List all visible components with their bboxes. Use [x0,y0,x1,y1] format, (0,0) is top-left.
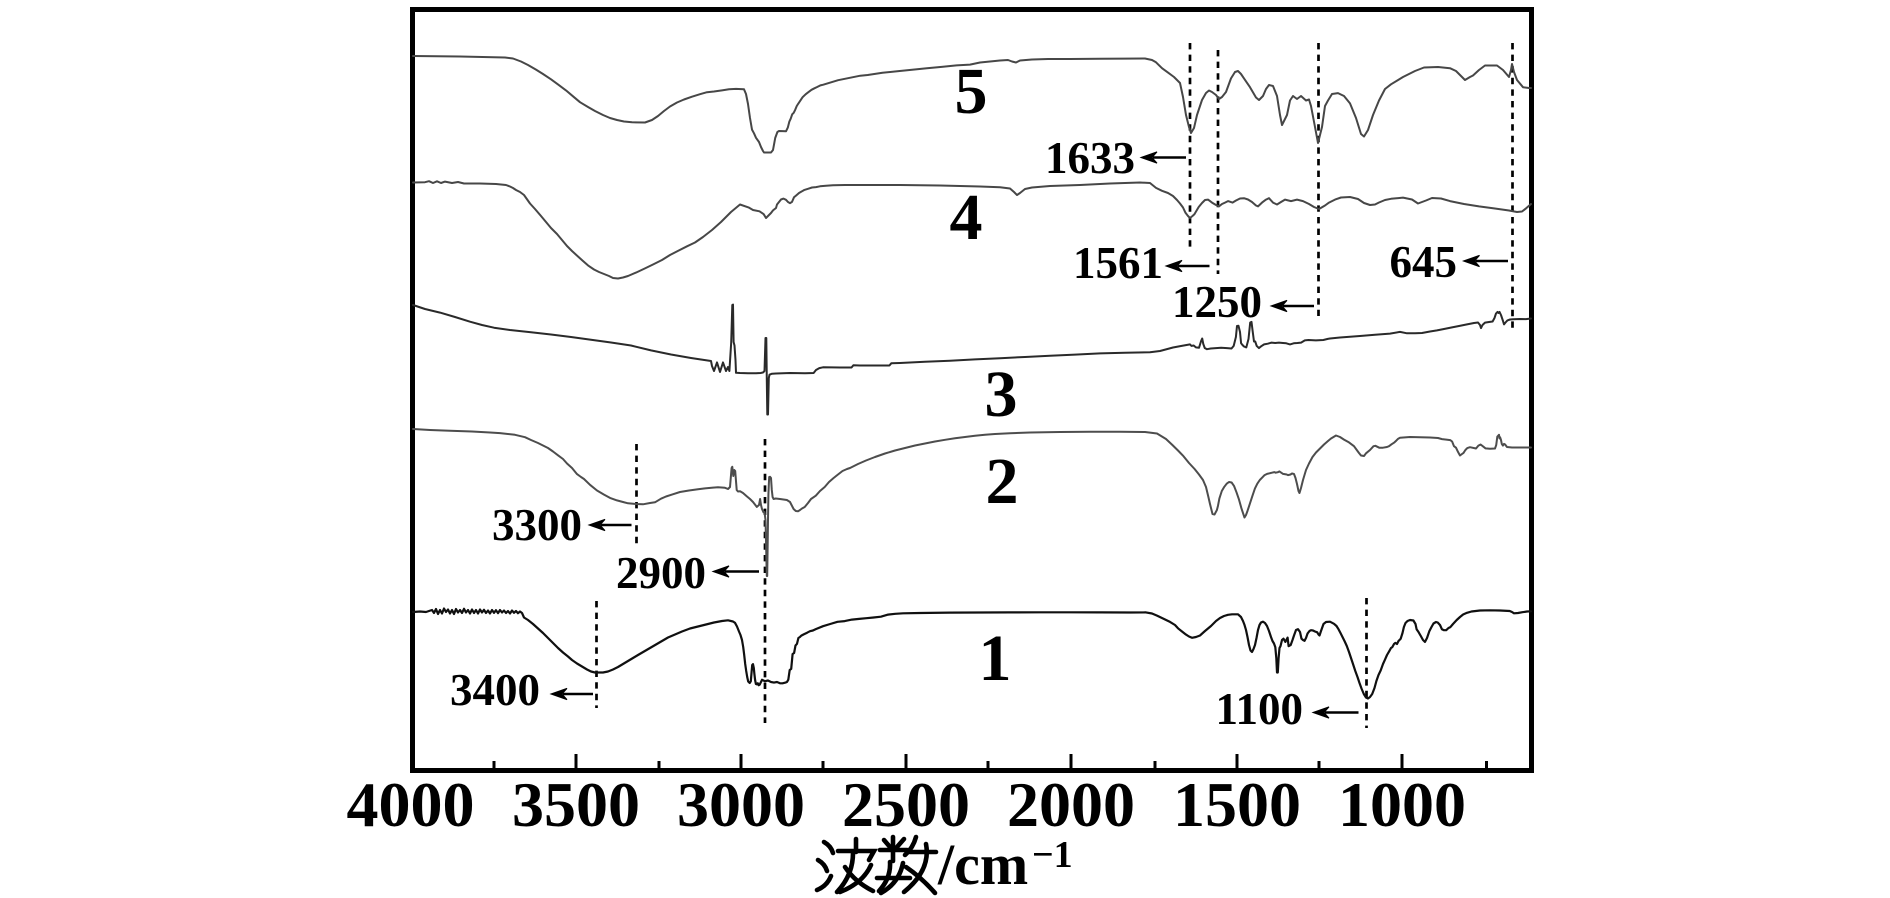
svg-text:−1: −1 [1032,834,1073,876]
svg-text:1561: 1561 [1073,238,1163,288]
svg-text:3500: 3500 [512,769,640,840]
svg-text:2000: 2000 [1007,769,1135,840]
svg-text:1500: 1500 [1173,769,1301,840]
svg-text:2900: 2900 [616,548,706,598]
svg-text:1000: 1000 [1338,769,1466,840]
svg-text:3400: 3400 [450,665,540,715]
svg-text:/cm: /cm [937,832,1028,897]
svg-text:3: 3 [985,358,1018,431]
svg-text:4000: 4000 [347,769,475,840]
svg-text:1: 1 [979,622,1012,695]
svg-text:645: 645 [1390,237,1458,287]
svg-text:1633: 1633 [1045,133,1135,183]
svg-text:1250: 1250 [1172,277,1262,327]
svg-text:2: 2 [986,445,1019,518]
svg-text:4: 4 [950,181,983,254]
svg-text:5: 5 [955,55,988,128]
svg-text:1100: 1100 [1215,684,1303,734]
svg-text:3300: 3300 [492,500,582,550]
svg-text:2500: 2500 [842,769,970,840]
svg-text:3000: 3000 [677,769,805,840]
